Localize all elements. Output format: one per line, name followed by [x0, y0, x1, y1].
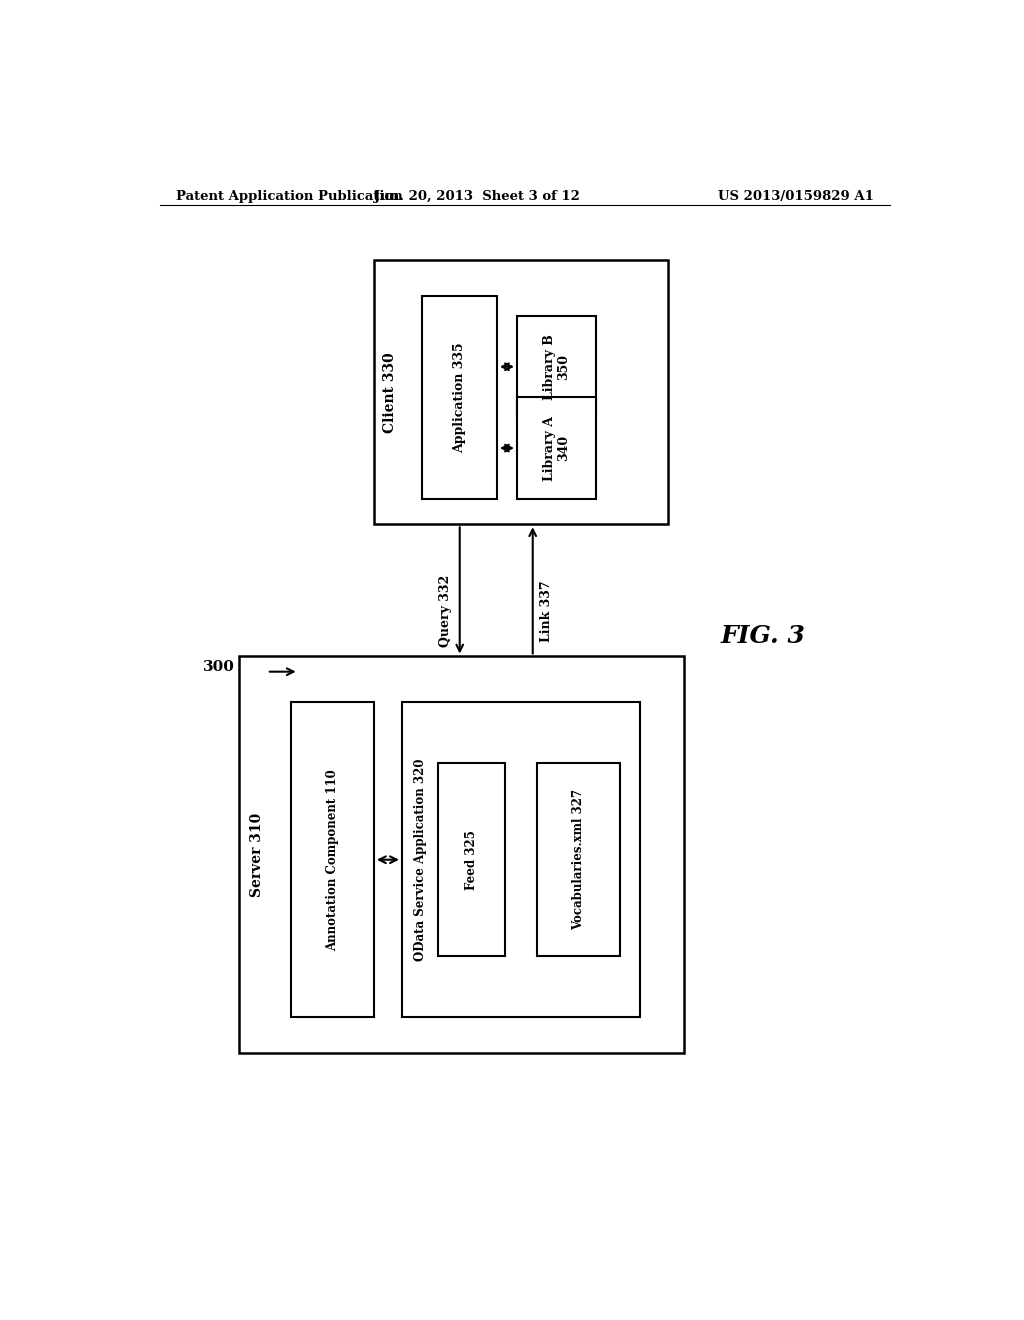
Bar	[422, 296, 497, 499]
Bar	[517, 397, 596, 499]
Text: Patent Application Publication: Patent Application Publication	[176, 190, 402, 202]
Text: Application 335: Application 335	[453, 342, 466, 453]
Bar	[374, 260, 668, 524]
Text: Link 337: Link 337	[540, 579, 553, 642]
Text: FIG. 3: FIG. 3	[721, 624, 805, 648]
Text: US 2013/0159829 A1: US 2013/0159829 A1	[718, 190, 873, 202]
Text: 300: 300	[203, 660, 236, 673]
Text: Jun. 20, 2013  Sheet 3 of 12: Jun. 20, 2013 Sheet 3 of 12	[374, 190, 581, 202]
Text: Library B
350: Library B 350	[543, 334, 570, 400]
Text: Client 330: Client 330	[383, 352, 397, 433]
Bar	[517, 315, 596, 417]
Text: Server 310: Server 310	[250, 813, 264, 896]
Text: Annotation Component 110: Annotation Component 110	[326, 768, 339, 950]
Text: Query 332: Query 332	[439, 574, 452, 647]
Bar	[401, 702, 640, 1018]
Bar	[291, 702, 374, 1018]
Text: Vocabularies.xml 327: Vocabularies.xml 327	[571, 789, 585, 931]
Text: Feed 325: Feed 325	[465, 830, 478, 890]
Text: OData Service Application 320: OData Service Application 320	[414, 759, 427, 961]
Bar	[437, 763, 505, 956]
Text: Library A
340: Library A 340	[543, 416, 570, 480]
Bar	[537, 763, 620, 956]
Bar	[240, 656, 684, 1053]
